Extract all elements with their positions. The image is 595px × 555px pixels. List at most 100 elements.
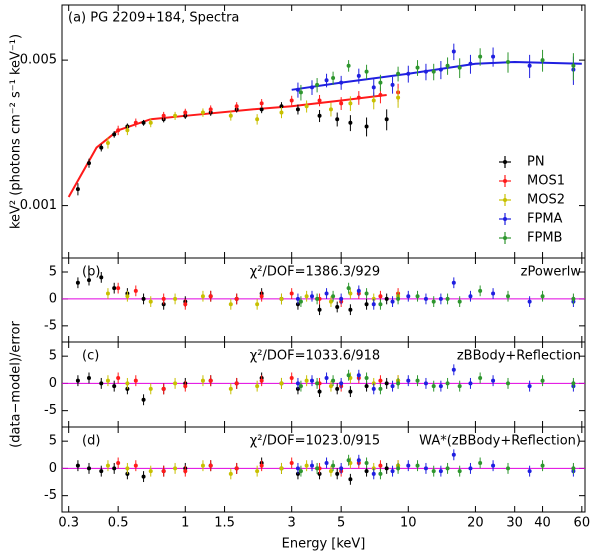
data-point	[116, 286, 121, 291]
data-point	[506, 59, 511, 64]
x-tick-label: 1	[181, 516, 189, 531]
data-point	[331, 294, 336, 299]
data-point	[378, 378, 383, 383]
model-name: zPowerlw	[521, 265, 582, 280]
data-point	[406, 463, 411, 468]
fit-statistic: χ²/DOF=1033.6/918	[250, 349, 380, 364]
y-axis-label: keV² (photons cm⁻² s⁻¹ keV⁻¹)	[9, 34, 24, 229]
data-point	[378, 294, 383, 299]
data-point	[289, 98, 294, 103]
data-point	[527, 63, 532, 68]
data-point	[289, 375, 294, 380]
data-point	[173, 381, 178, 386]
data-point	[378, 471, 383, 476]
legend-label: FPMB	[527, 231, 562, 246]
y-tick-label: 5	[49, 434, 57, 449]
x-tick-label: 60	[574, 516, 591, 531]
data-point	[339, 466, 344, 471]
y-tick-label: 0	[49, 461, 57, 476]
data-point	[348, 291, 353, 296]
data-point	[364, 375, 369, 380]
data-point	[141, 397, 146, 402]
data-point	[208, 378, 213, 383]
panel-frame	[61, 426, 586, 513]
y-tick-label: 5	[49, 265, 57, 280]
data-point	[125, 294, 130, 299]
data-point	[304, 104, 309, 109]
data-point	[105, 463, 110, 468]
x-tick-label: 1.5	[214, 516, 235, 531]
model-name: WA*(zBBody+Reflection)	[419, 434, 581, 449]
data-point	[315, 381, 320, 386]
data-point	[200, 378, 205, 383]
data-point	[200, 294, 205, 299]
data-point	[364, 124, 369, 129]
data-point	[148, 299, 153, 304]
y-tick-label: 0	[49, 291, 57, 306]
data-point	[99, 275, 104, 280]
data-point	[415, 378, 420, 383]
data-point	[356, 73, 361, 78]
data-point	[431, 384, 436, 389]
y-tick-label: 0.001	[20, 198, 57, 213]
model-line	[291, 60, 582, 91]
data-point	[208, 463, 213, 468]
data-point	[112, 132, 117, 137]
data-point	[378, 80, 383, 85]
data-point	[457, 299, 462, 304]
data-point	[116, 460, 121, 465]
data-point	[445, 63, 450, 68]
data-point	[339, 381, 344, 386]
data-point	[317, 307, 322, 312]
data-point	[133, 288, 138, 293]
data-point	[279, 296, 284, 301]
data-point	[415, 294, 420, 299]
model-name: zBBody+Reflection	[457, 349, 581, 364]
data-point	[112, 466, 117, 471]
legend-label: PN	[527, 155, 545, 170]
legend-marker	[503, 236, 507, 240]
data-point	[148, 120, 153, 125]
data-point	[304, 463, 309, 468]
data-point	[571, 296, 576, 301]
data-point	[445, 296, 450, 301]
data-point	[161, 296, 166, 301]
data-point	[527, 384, 532, 389]
x-tick-label: 40	[534, 516, 551, 531]
data-point	[348, 307, 353, 312]
data-point	[315, 296, 320, 301]
data-point	[438, 384, 443, 389]
data-point	[259, 107, 264, 112]
data-point	[491, 378, 496, 383]
data-point	[324, 78, 329, 83]
data-point	[234, 104, 239, 109]
data-point	[125, 381, 130, 386]
data-point	[396, 466, 401, 471]
data-point	[384, 381, 389, 386]
data-point	[75, 187, 80, 192]
data-point	[309, 463, 314, 468]
data-point	[491, 463, 496, 468]
x-tick-label: 20	[467, 516, 484, 531]
legend-label: MOS2	[527, 193, 565, 208]
data-point	[148, 386, 153, 391]
data-point	[348, 389, 353, 394]
data-point	[259, 463, 264, 468]
data-point	[208, 294, 213, 299]
data-point	[438, 469, 443, 474]
data-point	[279, 110, 284, 115]
data-point	[331, 463, 336, 468]
legend-marker	[503, 198, 507, 202]
data-point	[208, 107, 213, 112]
data-point	[255, 384, 260, 389]
legend-marker	[503, 217, 507, 221]
data-point	[228, 302, 233, 307]
data-point	[125, 466, 130, 471]
data-point	[133, 463, 138, 468]
data-point	[346, 458, 351, 463]
data-point	[335, 471, 340, 476]
data-point	[99, 381, 104, 386]
x-tick-label: 0.5	[108, 516, 129, 531]
data-point	[173, 466, 178, 471]
